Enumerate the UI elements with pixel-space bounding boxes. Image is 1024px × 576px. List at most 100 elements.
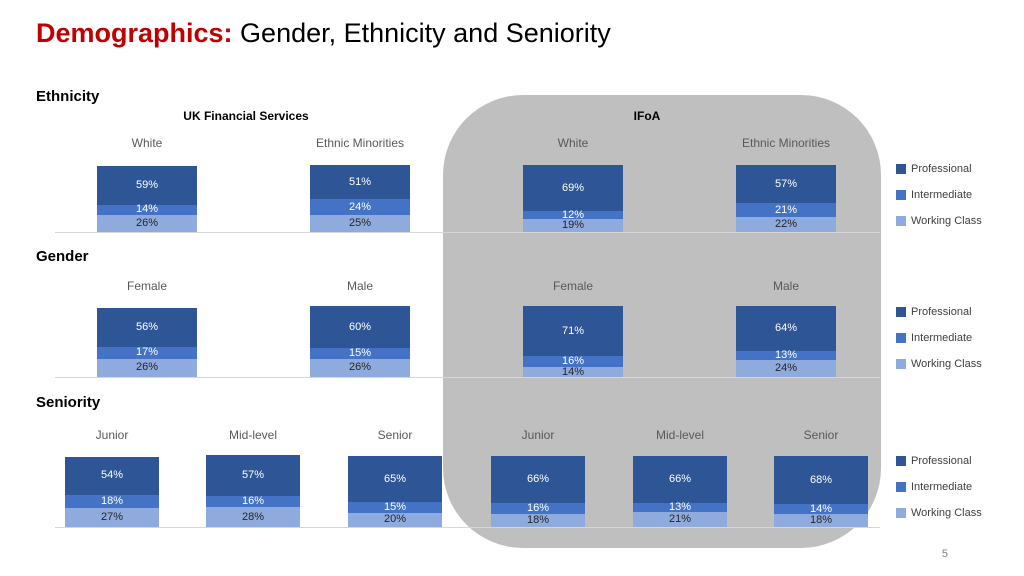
legend-label: Professional [911, 455, 972, 467]
legend-swatch [896, 164, 906, 174]
bar-segment-working-class: 20% [348, 512, 442, 527]
legend-label: Intermediate [911, 189, 973, 201]
stacked-bar: 66% 13% 21% [633, 456, 727, 527]
bar-segment-professional: 69% [523, 165, 623, 212]
legend-label: Working Class [911, 215, 982, 227]
slide-title-text: Gender, Ethnicity and Seniority [232, 18, 611, 48]
bar-segment-working-class: 18% [774, 514, 868, 527]
panel-header-uk-financial-services: UK Financial Services [183, 109, 309, 123]
legend-item: Professional [896, 455, 972, 467]
bar-segment-intermediate: 16% [206, 495, 300, 508]
legend-item: Professional [896, 306, 972, 318]
bar-segment-working-class: 27% [65, 507, 159, 527]
legend-swatch [896, 359, 906, 369]
bar-segment-intermediate: 18% [65, 495, 159, 508]
bar-segment-working-class: 14% [523, 366, 623, 377]
page-number: 5 [941, 548, 948, 560]
bar-segment-intermediate: 24% [310, 199, 410, 216]
bar-segment-working-class: 26% [97, 358, 197, 377]
axis-line [55, 377, 880, 378]
bar-segment-working-class: 18% [491, 514, 585, 527]
stacked-bar: 66% 16% 18% [491, 456, 585, 527]
bar-segment-professional: 56% [97, 307, 197, 347]
legend-item: Working Class [896, 507, 982, 519]
bar-segment-professional: 68% [774, 456, 868, 505]
bar-segment-intermediate: 13% [736, 350, 836, 361]
bar-segment-intermediate: 12% [523, 209, 623, 220]
bar-segment-professional: 65% [348, 456, 442, 503]
bar-segment-intermediate: 13% [633, 501, 727, 513]
legend-label: Professional [911, 163, 972, 175]
stacked-bar: 51% 24% 25% [310, 165, 410, 232]
bar-segment-working-class: 25% [310, 215, 410, 232]
legend-swatch [896, 307, 906, 317]
category-label: Senior [377, 428, 413, 442]
legend-item: Intermediate [896, 481, 972, 493]
bar-segment-intermediate: 15% [310, 348, 410, 359]
bar-segment-working-class: 26% [97, 214, 197, 232]
stacked-bar: 57% 21% 22% [736, 165, 836, 232]
section-label-gender: Gender [36, 248, 89, 265]
legend-label: Intermediate [911, 332, 973, 344]
legend-swatch [896, 216, 906, 226]
stacked-bar: 71% 16% 14% [523, 306, 623, 377]
section-label-ethnicity: Ethnicity [36, 88, 100, 105]
stacked-bar: 69% 12% 19% [523, 165, 623, 232]
bar-segment-professional: 66% [491, 456, 585, 503]
legend-swatch [896, 482, 906, 492]
category-label: Mid-level [228, 428, 278, 442]
bar-segment-professional: 57% [736, 165, 836, 204]
legend-item: Working Class [896, 358, 982, 370]
axis-line [55, 527, 880, 528]
legend-label: Working Class [911, 507, 982, 519]
category-label: White [557, 136, 589, 150]
section-label-seniority: Seniority [36, 394, 101, 411]
bar-segment-intermediate: 17% [97, 347, 197, 359]
category-label: Junior [95, 428, 129, 442]
category-label: White [131, 136, 163, 150]
category-label: Senior [803, 428, 839, 442]
category-label: Male [772, 279, 800, 293]
stacked-bar: 60% 15% 26% [310, 306, 410, 377]
legend-label: Working Class [911, 358, 982, 370]
bar-segment-working-class: 21% [633, 512, 727, 527]
bar-segment-working-class: 22% [736, 217, 836, 232]
bar-segment-intermediate: 16% [523, 355, 623, 368]
category-label: Female [552, 279, 594, 293]
bar-segment-professional: 51% [310, 165, 410, 200]
category-label: Ethnic Minorities [315, 136, 405, 150]
bar-segment-professional: 71% [523, 306, 623, 356]
legend-item: Intermediate [896, 189, 972, 201]
legend-swatch [896, 333, 906, 343]
stacked-bar: 64% 13% 24% [736, 306, 836, 377]
slide-title-accent: Demographics: [36, 18, 233, 48]
category-label: Junior [521, 428, 555, 442]
bar-segment-working-class: 28% [206, 507, 300, 527]
category-label: Ethnic Minorities [741, 136, 831, 150]
legend-label: Professional [911, 306, 972, 318]
bar-segment-professional: 59% [97, 165, 197, 206]
legend-swatch [896, 456, 906, 466]
bar-segment-intermediate: 15% [348, 502, 442, 513]
slide-title: Demographics: Gender, Ethnicity and Seni… [36, 18, 611, 49]
bar-segment-working-class: 24% [736, 360, 836, 377]
legend-swatch [896, 508, 906, 518]
legend-label: Intermediate [911, 481, 973, 493]
legend-item: Professional [896, 163, 972, 175]
stacked-bar: 56% 17% 26% [97, 307, 197, 377]
stacked-bar: 54% 18% 27% [65, 456, 159, 527]
category-label: Female [126, 279, 168, 293]
bar-segment-working-class: 19% [523, 219, 623, 232]
stacked-bar: 59% 14% 26% [97, 165, 197, 232]
stacked-bar: 57% 16% 28% [206, 455, 300, 527]
legend-item: Working Class [896, 215, 982, 227]
stacked-bar: 65% 15% 20% [348, 456, 442, 527]
bar-segment-professional: 66% [633, 456, 727, 503]
bar-segment-intermediate: 14% [97, 204, 197, 215]
bar-segment-professional: 60% [310, 306, 410, 349]
bar-segment-professional: 54% [65, 456, 159, 496]
bar-segment-working-class: 26% [310, 358, 410, 377]
legend-item: Intermediate [896, 332, 972, 344]
bar-segment-intermediate: 21% [736, 203, 836, 218]
